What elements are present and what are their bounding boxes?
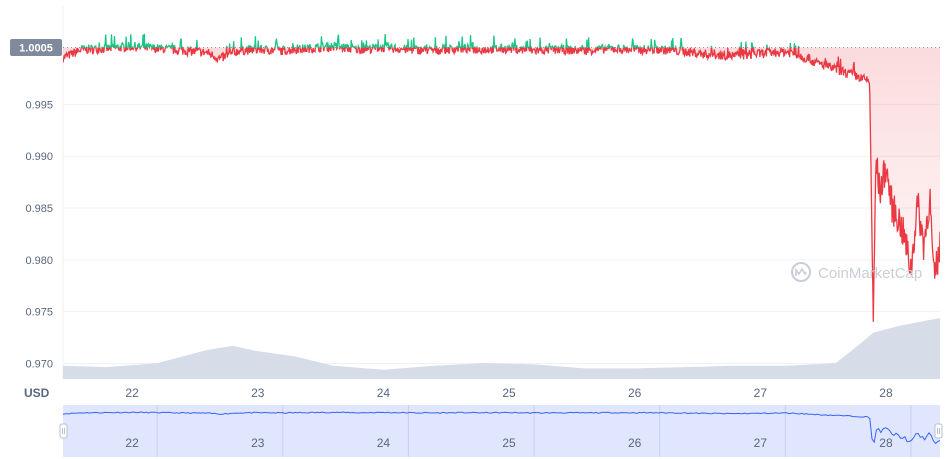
- range-navigator[interactable]: 22 23 24 25 26 27 28: [59, 405, 943, 457]
- volume-area: [63, 318, 940, 379]
- price-line-below: [63, 47, 940, 322]
- currency-label: USD: [24, 386, 50, 400]
- navigator-tick-label: 28: [879, 436, 893, 450]
- below-reference-fill: [63, 47, 940, 322]
- y-tick-label: 0.970: [25, 358, 53, 370]
- navigator-tick-label: 23: [251, 436, 265, 450]
- y-tick-label: 0.995: [25, 99, 53, 111]
- navigator-right-handle[interactable]: [934, 423, 943, 439]
- x-tick-label: 22: [125, 386, 139, 400]
- current-price-label: 1.0005: [19, 42, 53, 54]
- x-tick-label: 27: [754, 386, 768, 400]
- x-tick-label: 23: [251, 386, 265, 400]
- current-price-badge: 1.0005: [10, 38, 62, 56]
- y-tick-label: 0.980: [25, 255, 53, 267]
- x-tick-label: 24: [377, 386, 391, 400]
- watermark-text: CoinMarketCap: [818, 265, 922, 282]
- coinmarketcap-logo-icon: [791, 262, 811, 282]
- x-tick-label: 28: [879, 386, 893, 400]
- navigator-tick-label: 22: [125, 436, 139, 450]
- y-tick-label: 0.975: [25, 307, 53, 319]
- navigator-left-handle[interactable]: [59, 423, 68, 439]
- grid-lines: [62, 6, 940, 379]
- navigator-tick-label: 27: [754, 436, 768, 450]
- navigator-tick-label: 25: [502, 436, 516, 450]
- y-tick-label: 0.985: [25, 203, 53, 215]
- navigator-tick-label: 26: [628, 436, 642, 450]
- x-tick-label: 25: [502, 386, 516, 400]
- navigator-tick-label: 24: [377, 436, 391, 450]
- x-tick-label: 26: [628, 386, 642, 400]
- price-line-above: [80, 33, 800, 48]
- navigator-series-line: [62, 411, 941, 445]
- y-tick-label: 0.990: [25, 151, 53, 163]
- coinmarketcap-watermark: CoinMarketCap: [791, 262, 922, 282]
- volume-shape: [63, 318, 940, 379]
- navigator-selection[interactable]: [63, 405, 940, 457]
